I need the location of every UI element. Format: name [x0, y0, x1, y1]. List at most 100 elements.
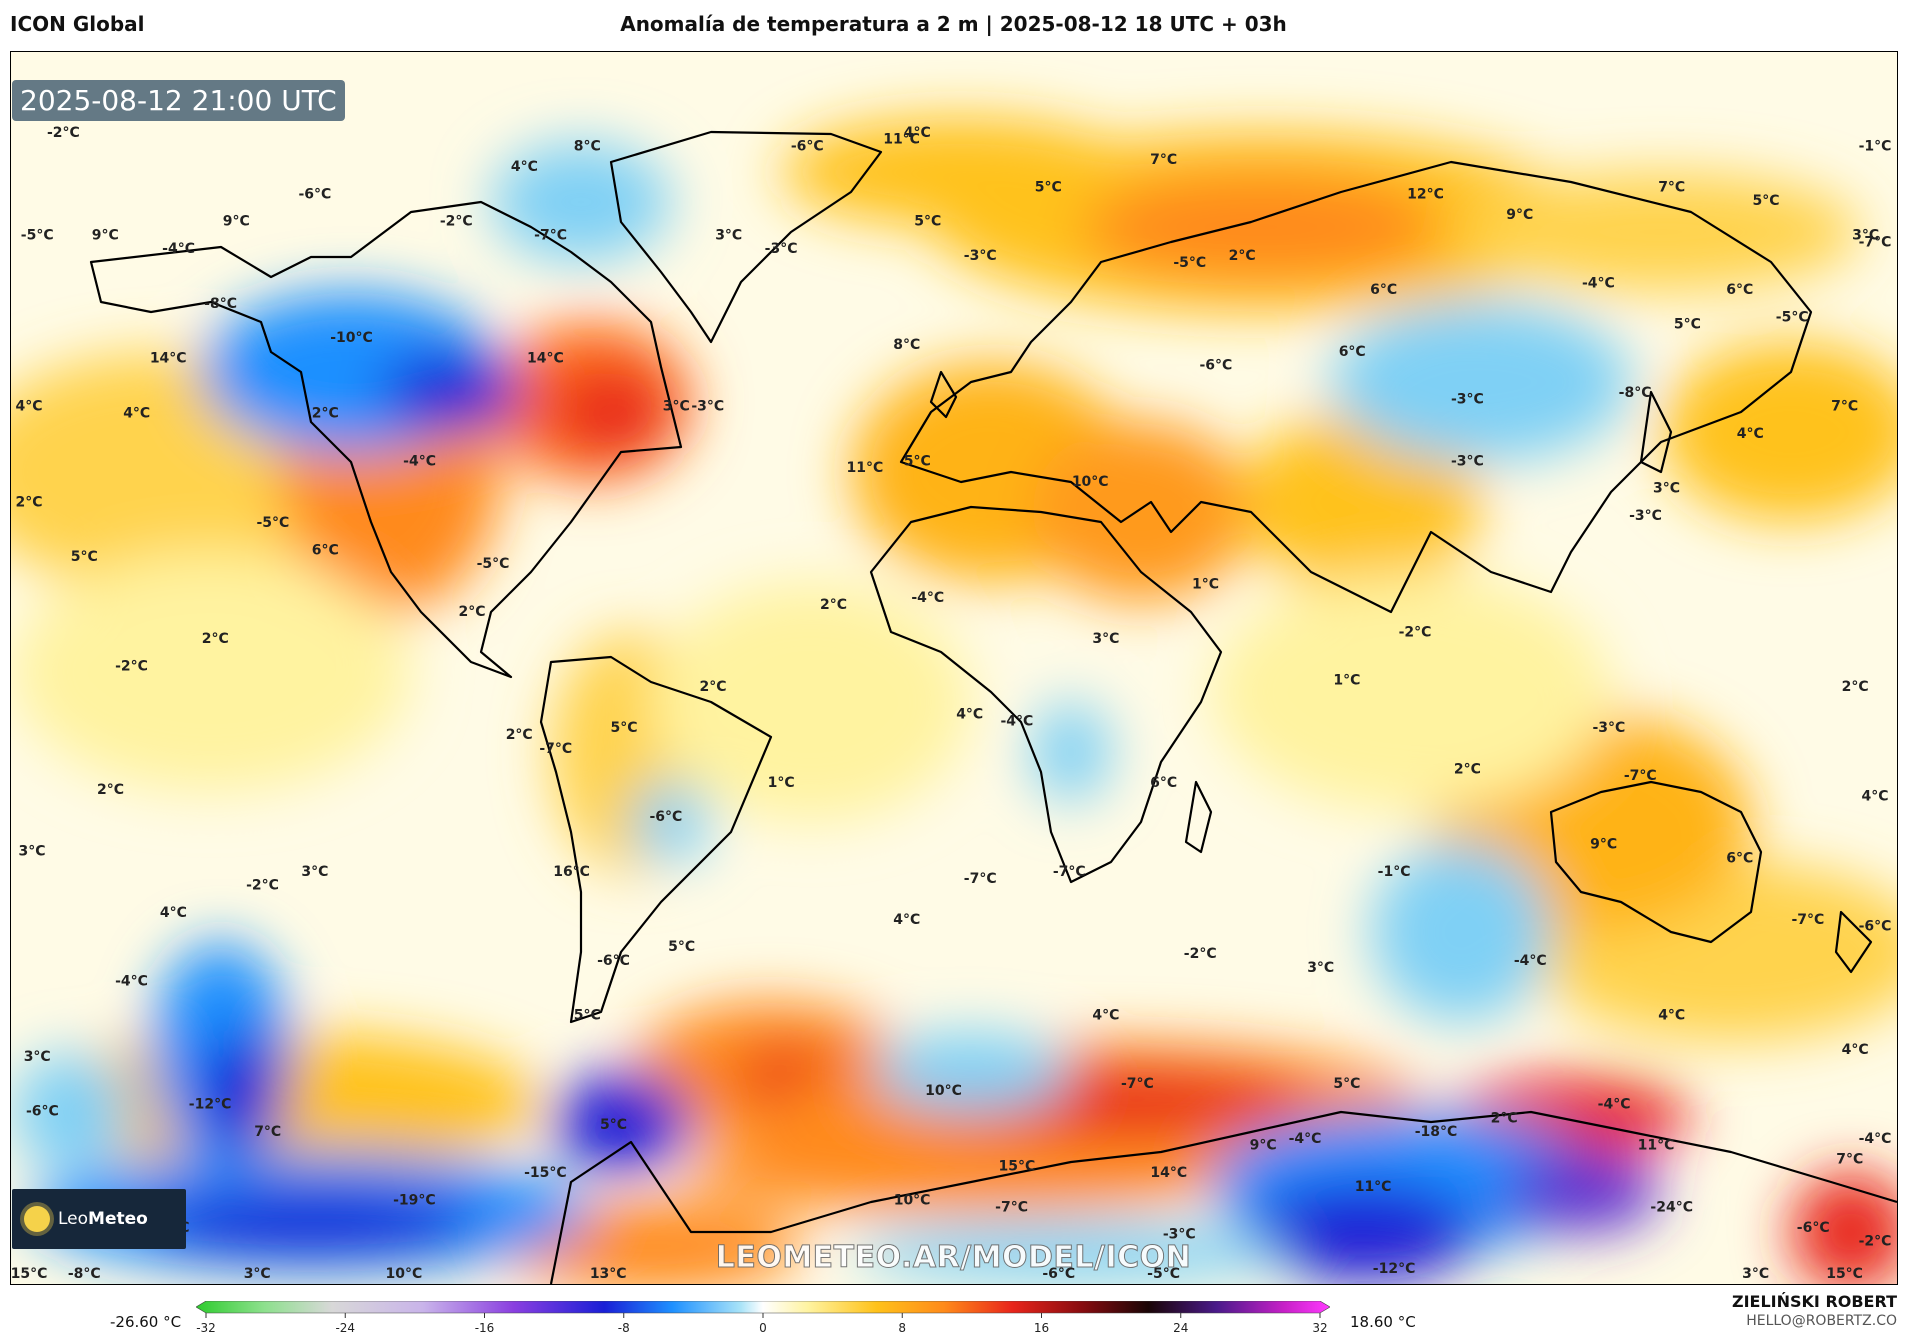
- model-name: ICON Global: [10, 12, 145, 36]
- temperature-label: 11°C: [847, 460, 884, 476]
- temperature-label: -6°C: [26, 1104, 59, 1120]
- uk-outline: [929, 370, 958, 419]
- japan-outline: [1639, 390, 1673, 474]
- temperature-label: 6°C: [1370, 282, 1397, 298]
- temperature-label: 11°C: [883, 132, 920, 148]
- author-email[interactable]: HELLO@ROBERTZ.CO: [1746, 1313, 1897, 1329]
- temperature-label: -3°C: [691, 399, 724, 415]
- temperature-label: 3°C: [1092, 631, 1119, 647]
- eurasia-outline: [899, 160, 1813, 614]
- temperature-label: 2°C: [97, 782, 124, 798]
- temperature-label: 6°C: [312, 542, 339, 558]
- temperature-label: -3°C: [1451, 392, 1484, 408]
- leometeo-logo[interactable]: LeoMeteo: [12, 1189, 186, 1249]
- temperature-label: 5°C: [668, 939, 695, 955]
- temperature-label: 2°C: [312, 405, 339, 421]
- temperature-label: 9°C: [92, 227, 119, 243]
- temperature-label: 3°C: [1852, 227, 1879, 243]
- temperature-label: 3°C: [663, 399, 690, 415]
- colorbar-tick-label: -16: [475, 1321, 495, 1335]
- temperature-label: -24°C: [1650, 1199, 1693, 1215]
- temperature-label: -4°C: [1289, 1131, 1322, 1147]
- temperature-label: 5°C: [1333, 1076, 1360, 1092]
- temperature-label: 5°C: [610, 720, 637, 736]
- temperature-label: 2°C: [506, 727, 533, 743]
- temperature-label: -4°C: [403, 453, 436, 469]
- temperature-label: 13°C: [590, 1266, 627, 1282]
- temperature-label: -2°C: [47, 125, 80, 141]
- temperature-label: -4°C: [1859, 1131, 1892, 1147]
- temperature-label: 10°C: [1072, 474, 1109, 490]
- temperature-label: 7°C: [1831, 399, 1858, 415]
- temperature-label: 7°C: [1150, 152, 1177, 168]
- temperature-label: 5°C: [71, 549, 98, 565]
- temperature-label: 2°C: [458, 604, 485, 620]
- temperature-label: -5°C: [1776, 310, 1809, 326]
- temperature-label: 11°C: [1355, 1179, 1392, 1195]
- temperature-label: 4°C: [123, 405, 150, 421]
- valid-time-badge: 2025-08-12 21:00 UTC: [12, 80, 345, 121]
- coastlines: [89, 130, 1897, 1284]
- temperature-label: -7°C: [1859, 234, 1892, 250]
- temperature-label: 4°C: [1658, 1008, 1685, 1024]
- temperature-label: 2°C: [1454, 761, 1481, 777]
- madagascar-outline: [1184, 780, 1213, 854]
- colorbar-tick-label: 24: [1173, 1321, 1188, 1335]
- temperature-label: -12°C: [189, 1097, 232, 1113]
- temperature-label: -1°C: [1378, 864, 1411, 880]
- colorbar-tick-label: 0: [759, 1321, 767, 1335]
- temperature-label: -1°C: [1859, 138, 1892, 154]
- temperature-label: 4°C: [1092, 1008, 1119, 1024]
- temperature-label: -5°C: [21, 227, 54, 243]
- temperature-label: -8°C: [1619, 385, 1652, 401]
- temperature-label: -7°C: [964, 871, 997, 887]
- temperature-label: -8°C: [204, 296, 237, 312]
- temperature-label: 9°C: [223, 214, 250, 230]
- temperature-label: -4°C: [115, 974, 148, 990]
- temperature-label: 2°C: [15, 494, 42, 510]
- temperature-label: 3°C: [1653, 481, 1680, 497]
- colorbar-min-label: -26.60 °C: [110, 1313, 182, 1331]
- temperature-label: -3°C: [1592, 720, 1625, 736]
- temperature-label: -2°C: [1399, 624, 1432, 640]
- temperature-label: 3°C: [1742, 1266, 1769, 1282]
- temperature-label: -5°C: [477, 556, 510, 572]
- temperature-label: -2°C: [440, 214, 473, 230]
- logo-text-light: Leo: [58, 1209, 89, 1229]
- temperature-label: -5°C: [1173, 255, 1206, 271]
- temperature-label: 2°C: [820, 597, 847, 613]
- north-america-outline: [89, 200, 683, 679]
- temperature-label: -6°C: [1042, 1266, 1075, 1282]
- temperature-label: -7°C: [1791, 912, 1824, 928]
- colorbar-max-label: 18.60 °C: [1350, 1313, 1416, 1331]
- temperature-label: -6°C: [298, 186, 331, 202]
- temperature-label: -7°C: [1624, 768, 1657, 784]
- temperature-label: -3°C: [1451, 453, 1484, 469]
- colorbar-tick-label: 16: [1034, 1321, 1049, 1335]
- colorbar-tick-label: 8: [898, 1321, 906, 1335]
- temperature-label: 2°C: [202, 631, 229, 647]
- temperature-label: -8°C: [68, 1266, 101, 1282]
- temperature-label: -6°C: [791, 138, 824, 154]
- temperature-label: 15°C: [11, 1266, 47, 1282]
- temperature-label: 8°C: [574, 138, 601, 154]
- temperature-label: 6°C: [1150, 775, 1177, 791]
- temperature-label: -4°C: [1582, 275, 1615, 291]
- anomaly-field: [11, 117, 1897, 1284]
- temperature-anomaly-map[interactable]: -2°C -6°C 11°C 4°C 8°C 4°C -6°C 9°C -2°C -5°C 9°C -…: [10, 51, 1898, 1285]
- temperature-label: 12°C: [1407, 186, 1444, 202]
- temperature-label: 4°C: [1737, 426, 1764, 442]
- author-credit: ZIELIŃSKI ROBERT: [1731, 1292, 1897, 1311]
- temperature-label: -5°C: [1147, 1266, 1180, 1282]
- temperature-label: -15°C: [524, 1165, 567, 1181]
- new-zealand-outline: [1834, 910, 1873, 974]
- africa-outline: [869, 505, 1223, 884]
- temperature-label: 5°C: [1674, 316, 1701, 332]
- colorbar-tick-label: -8: [618, 1321, 630, 1335]
- temperature-label: 9°C: [1250, 1138, 1277, 1154]
- temperature-label: 8°C: [893, 337, 920, 353]
- map-canvas[interactable]: -2°C-6°C 11°C4°C8°C4°C-6°C9°C -2°C-5°C 9°C-…: [11, 52, 1897, 1284]
- temperature-label: 4°C: [1861, 789, 1888, 805]
- sun-icon: [24, 1206, 50, 1232]
- temperature-label: 9°C: [1590, 837, 1617, 853]
